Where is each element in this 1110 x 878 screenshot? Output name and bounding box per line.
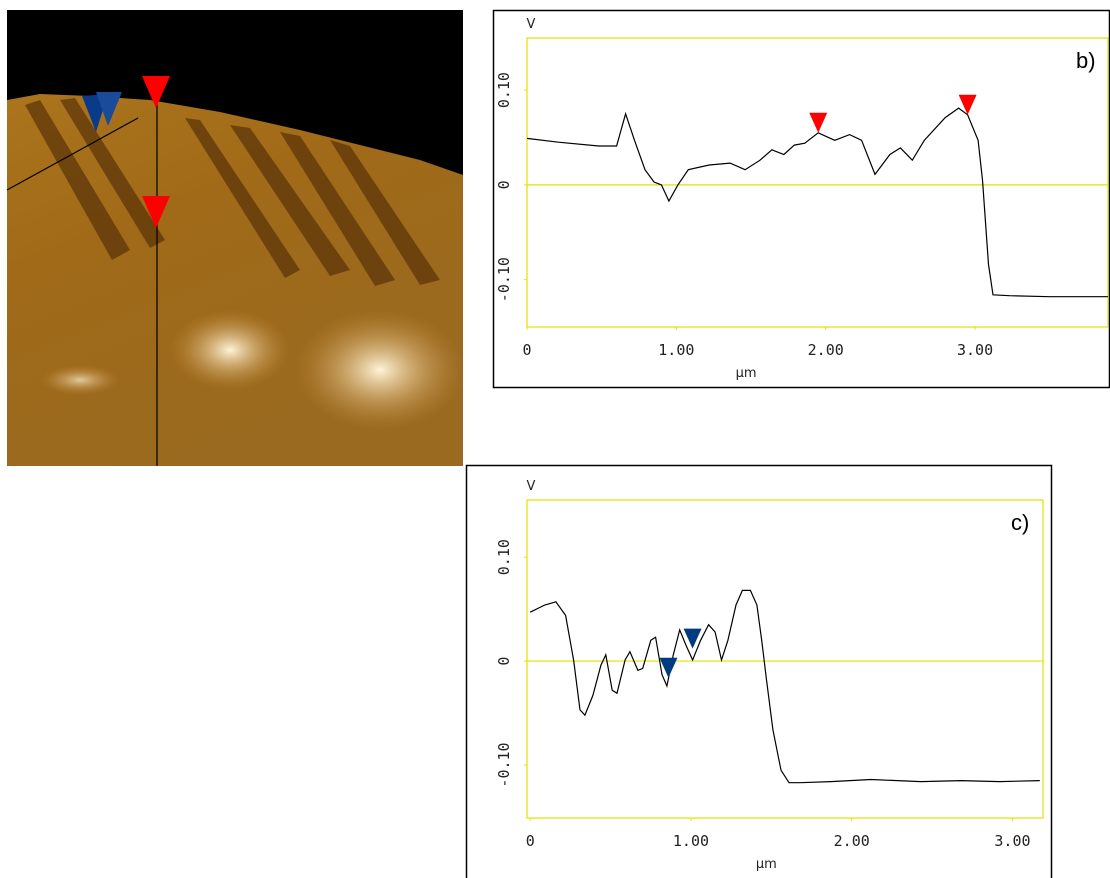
y-tick-label: -0.10	[495, 257, 513, 302]
x-tick-label: 2.00	[834, 832, 870, 850]
x-tick-label: 1.00	[673, 832, 709, 850]
afm-image: a)	[7, 10, 465, 466]
y-tick-label: 0.10	[495, 72, 513, 108]
x-axis-label: µm	[736, 366, 757, 381]
y-tick-label: 0	[495, 657, 513, 666]
y-tick-label: 0	[495, 180, 513, 189]
panel-label: c)	[1011, 510, 1029, 535]
panel-frame	[467, 466, 1052, 878]
x-tick-label: 0	[522, 341, 531, 359]
y-tick-label: -0.10	[495, 742, 513, 787]
panel-label: b)	[1076, 48, 1096, 73]
x-tick-label: 3.00	[957, 341, 993, 359]
x-tick-label: 2.00	[808, 341, 844, 359]
y-tick-label: 0.10	[495, 539, 513, 575]
figure: a) -0.10 0 0.10 0 1.00 2.00 3.00 Vµm b) -0.10 0 0.1…	[0, 0, 1110, 878]
page: a) -0.10 0 0.10 0 1.00 2.00 3.00 Vµm b) -0.10 0 0.1…	[0, 0, 1110, 878]
panel-frame	[494, 11, 1110, 388]
x-tick-label: 3.00	[994, 832, 1030, 850]
y-axis-label: V	[527, 17, 536, 32]
panel-label: a)	[410, 25, 430, 50]
x-tick-label: 0	[526, 832, 535, 850]
x-axis-label: µm	[756, 857, 777, 872]
x-tick-label: 1.00	[658, 341, 694, 359]
y-axis-label: V	[527, 479, 536, 494]
